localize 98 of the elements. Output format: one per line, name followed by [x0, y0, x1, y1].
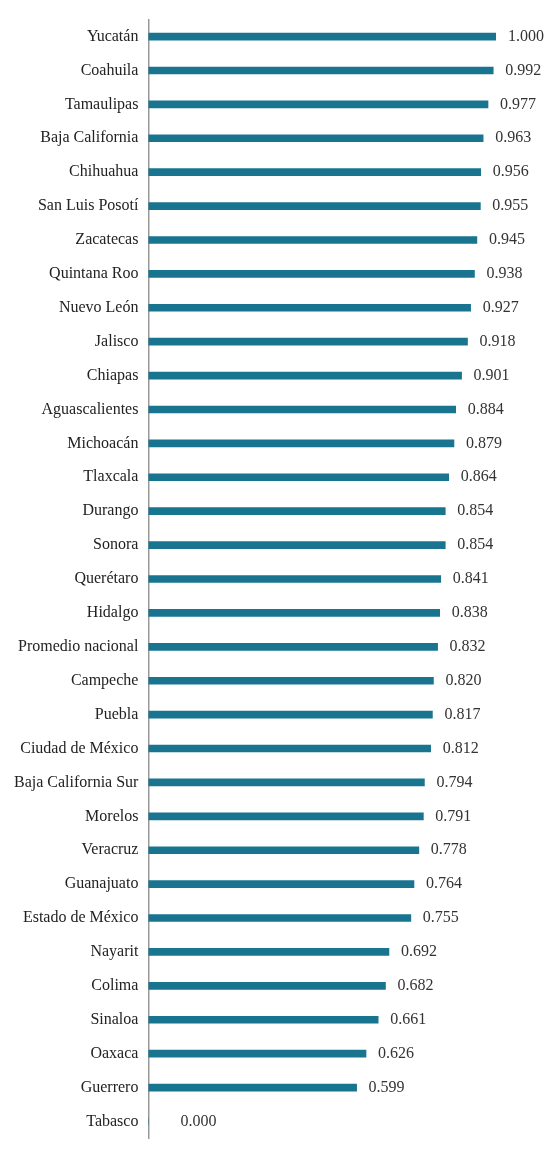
data-label: 0.626 — [378, 1043, 414, 1061]
y-tick-label: Coahuila — [80, 60, 139, 78]
y-tick-label: Veracruz — [81, 840, 139, 858]
y-tick-label: Nayarit — [90, 942, 139, 961]
data-label: 0.854 — [457, 501, 494, 519]
bar — [148, 337, 468, 346]
data-label: 0.977 — [500, 94, 537, 112]
bar — [148, 880, 415, 888]
data-label: 0.992 — [505, 60, 542, 78]
y-tick-label: Ciudad de México — [20, 738, 139, 756]
y-tick-label: Querétaro — [74, 569, 139, 587]
data-label: 0.841 — [452, 569, 489, 587]
y-tick-label: Zacatecas — [75, 230, 139, 248]
data-label: 0.791 — [435, 806, 472, 824]
bar — [148, 710, 433, 719]
bar — [148, 168, 482, 176]
bar — [148, 982, 386, 990]
y-tick-label: Guanajuato — [64, 874, 139, 893]
data-label: 0.778 — [430, 840, 467, 858]
bar — [148, 507, 446, 516]
bar — [148, 134, 484, 143]
bar — [148, 439, 455, 448]
data-label: 0.812 — [442, 738, 479, 756]
y-tick-label: Promedio nacional — [17, 637, 139, 655]
bar — [148, 676, 434, 685]
y-tick-label: Tamaulipas — [64, 94, 139, 113]
bar — [148, 575, 442, 583]
bar — [148, 1083, 357, 1092]
y-tick-label: Jalisco — [94, 331, 139, 349]
y-tick-label: Sinaloa — [90, 1009, 139, 1027]
data-label: 0.879 — [465, 433, 502, 451]
data-label: 0.817 — [444, 704, 481, 722]
bar — [148, 202, 481, 210]
data-label: 0.901 — [473, 365, 510, 383]
data-label: 0.938 — [486, 264, 523, 282]
y-tick-label: Nuevo León — [58, 297, 139, 315]
bar — [148, 642, 438, 651]
y-tick-label: Oaxaca — [90, 1043, 139, 1061]
y-tick-label: Chiapas — [86, 365, 139, 384]
bar — [148, 914, 412, 922]
y-tick-label: Hidalgo — [86, 603, 139, 622]
bar — [148, 1049, 367, 1058]
y-tick-label: Tlaxcala — [83, 467, 139, 485]
y-tick-label: Aguascalientes — [41, 399, 139, 418]
data-label: 0.956 — [492, 162, 529, 180]
data-label: 1.000 — [508, 26, 544, 44]
bar — [148, 846, 420, 855]
bar — [148, 744, 431, 753]
y-tick-label: Morelos — [85, 806, 139, 824]
bar — [148, 405, 457, 414]
bar — [148, 100, 489, 109]
bar — [148, 473, 450, 482]
y-tick-label: San Luis Posotí — [37, 196, 139, 214]
bar — [148, 948, 390, 956]
data-label: 0.000 — [180, 1111, 217, 1129]
data-label: 0.838 — [451, 603, 488, 621]
bar — [148, 541, 446, 549]
data-label: 0.864 — [460, 467, 497, 485]
y-tick-label: Baja California — [40, 128, 139, 147]
data-label: 0.854 — [457, 535, 494, 553]
data-label: 0.692 — [400, 942, 437, 960]
bar — [148, 609, 441, 617]
data-label: 0.955 — [492, 196, 529, 214]
bar — [148, 1015, 379, 1024]
data-label: 0.963 — [495, 128, 532, 146]
data-label: 0.755 — [422, 908, 459, 926]
y-tick-label: Chihuahua — [69, 162, 139, 180]
y-tick-label: Durango — [82, 501, 139, 520]
data-label: 0.918 — [479, 331, 516, 349]
data-label: 0.599 — [368, 1077, 405, 1095]
bar — [148, 32, 496, 41]
y-tick-label: Michoacán — [67, 433, 139, 451]
y-tick-label: Campeche — [70, 670, 139, 689]
y-tick-label: Yucatán — [86, 26, 139, 44]
data-label: 0.927 — [482, 297, 519, 315]
data-label: 0.820 — [445, 670, 482, 688]
y-tick-label: Baja California Sur — [13, 772, 140, 791]
bar — [148, 303, 471, 312]
data-label: 0.945 — [488, 230, 525, 248]
y-tick-label: Tabasco — [86, 1111, 139, 1129]
data-label: 0.884 — [467, 399, 504, 417]
data-label: 0.794 — [436, 772, 473, 790]
bar — [148, 236, 478, 244]
y-tick-label: Quintana Roo — [49, 264, 139, 282]
bar — [148, 812, 424, 821]
bar — [148, 270, 475, 278]
bar — [148, 371, 462, 380]
data-label: 0.682 — [397, 976, 434, 994]
data-label: 0.661 — [390, 1009, 427, 1027]
y-tick-label: Guerrero — [80, 1077, 139, 1095]
y-tick-label: Colima — [91, 976, 139, 994]
data-label: 0.764 — [425, 874, 462, 892]
data-label: 0.832 — [449, 637, 486, 655]
y-tick-label: Puebla — [94, 704, 139, 722]
bar — [148, 778, 425, 787]
bar — [148, 66, 494, 75]
y-tick-label: Sonora — [93, 535, 139, 553]
y-tick-label: Estado de México — [22, 908, 139, 926]
